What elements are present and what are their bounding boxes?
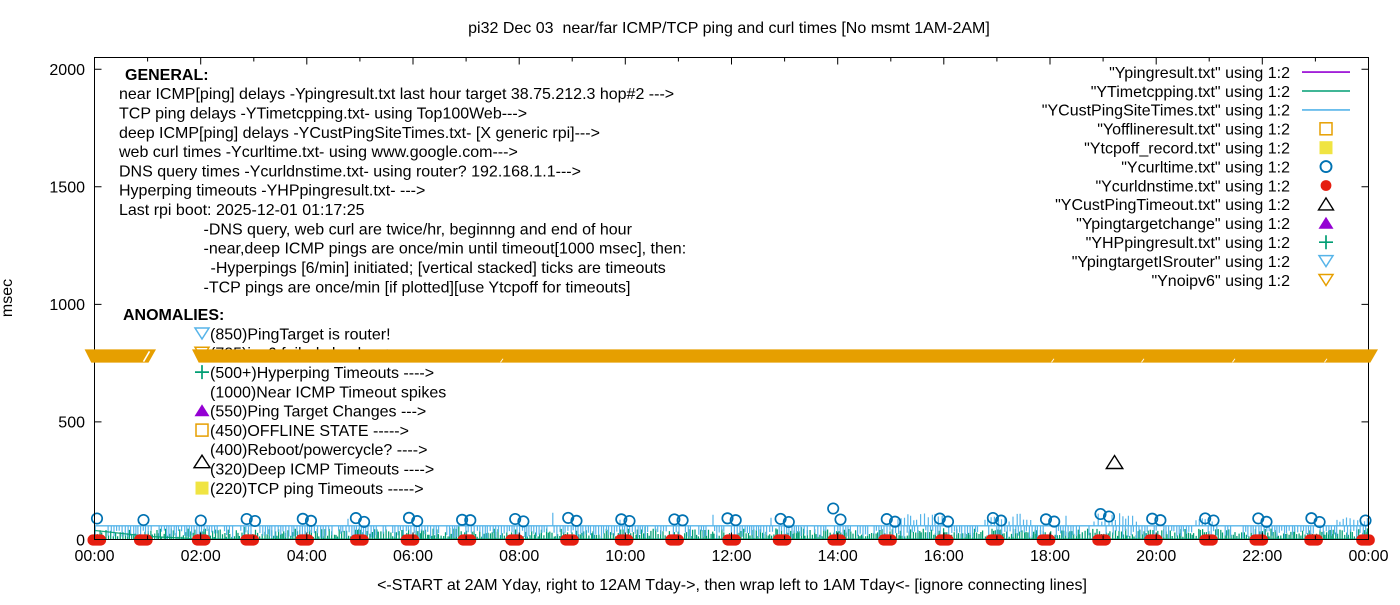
svg-text:10:00: 10:00 [605, 548, 645, 565]
svg-text:ANOMALIES:: ANOMALIES: [123, 307, 224, 324]
svg-text:"Ytcpoff_record.txt" using 1:2: "Ytcpoff_record.txt" using 1:2 [1084, 141, 1290, 158]
svg-text:"YCustPingTimeout.txt" using 1: "YCustPingTimeout.txt" using 1:2 [1055, 197, 1290, 214]
svg-text:1000: 1000 [49, 297, 85, 314]
svg-text:1500: 1500 [49, 180, 85, 197]
svg-text:2000: 2000 [49, 62, 85, 79]
svg-text:(500+)Hyperping Timeouts ---->: (500+)Hyperping Timeouts ----> [210, 365, 434, 382]
svg-text:Last rpi boot: 2025-12-01 01:1: Last rpi boot: 2025-12-01 01:17:25 [119, 202, 365, 219]
svg-text:"YpingtargetISrouter" using 1:: "YpingtargetISrouter" using 1:2 [1072, 254, 1290, 271]
svg-text:TCP ping delays -YTimetcpping.: TCP ping delays -YTimetcpping.txt- using… [119, 105, 527, 122]
svg-text:22:00: 22:00 [1242, 548, 1282, 565]
svg-text:"Ynoipv6" using 1:2: "Ynoipv6" using 1:2 [1151, 273, 1290, 290]
svg-text:GENERAL:: GENERAL: [125, 67, 209, 84]
svg-text:"Ypingresult.txt" using 1:2: "Ypingresult.txt" using 1:2 [1109, 65, 1290, 82]
svg-text:<-START at 2AM Yday, right to: <-START at 2AM Yday, right to 12AM Tday-… [377, 577, 1087, 594]
svg-text:02:00: 02:00 [181, 548, 221, 565]
svg-text:-TCP pings are once/min [if pl: -TCP pings are once/min [if plotted][use… [204, 279, 631, 296]
svg-text:04:00: 04:00 [287, 548, 327, 565]
svg-text:"Ypingtargetchange" using 1:2: "Ypingtargetchange" using 1:2 [1076, 216, 1290, 233]
svg-text:"Ycurltime.txt" using 1:2: "Ycurltime.txt" using 1:2 [1121, 159, 1290, 176]
svg-text:(220)TCP ping Timeouts ----->: (220)TCP ping Timeouts -----> [210, 481, 424, 498]
svg-text:(1000)Near ICMP Timeout spikes: (1000)Near ICMP Timeout spikes [210, 384, 446, 401]
svg-text:(550)Ping Target Changes --->: (550)Ping Target Changes ---> [210, 404, 426, 421]
svg-text:web curl times -Ycurltime.txt-: web curl times -Ycurltime.txt- using www… [118, 144, 518, 161]
svg-text:DNS query times -Ycurldnstime.: DNS query times -Ycurldnstime.txt- using… [119, 163, 581, 180]
svg-text:pi32 Dec 03 near/far ICMP/TCP: pi32 Dec 03 near/far ICMP/TCP ping and c… [468, 20, 990, 37]
svg-text:00:00: 00:00 [1348, 548, 1388, 565]
svg-text:"YTimetcpping.txt" using 1:2: "YTimetcpping.txt" using 1:2 [1091, 84, 1290, 101]
svg-text:0: 0 [76, 532, 85, 549]
svg-text:"YCustPingSiteTimes.txt" using: "YCustPingSiteTimes.txt" using 1:2 [1042, 103, 1290, 120]
svg-text:-near,deep ICMP pings are once: -near,deep ICMP pings are once/min until… [204, 241, 687, 258]
svg-text:20:00: 20:00 [1136, 548, 1176, 565]
svg-text:18:00: 18:00 [1030, 548, 1070, 565]
svg-text:near ICMP[ping] delays -Ypingr: near ICMP[ping] delays -Ypingresult.txt … [119, 86, 674, 103]
svg-text:14:00: 14:00 [818, 548, 858, 565]
svg-text:12:00: 12:00 [711, 548, 751, 565]
svg-text:(450)OFFLINE STATE ----->: (450)OFFLINE STATE -----> [210, 423, 409, 440]
svg-text:"YHPpingresult.txt" using 1:2: "YHPpingresult.txt" using 1:2 [1086, 235, 1290, 252]
svg-text:"Yofflineresult.txt" using 1:2: "Yofflineresult.txt" using 1:2 [1097, 122, 1290, 139]
svg-text:(320)Deep ICMP Timeouts ---->: (320)Deep ICMP Timeouts ----> [210, 462, 434, 479]
svg-text:(400)Reboot/powercycle? ---->: (400)Reboot/powercycle? ----> [210, 442, 427, 459]
svg-text:"Ycurldnstime.txt" using 1:2: "Ycurldnstime.txt" using 1:2 [1095, 178, 1290, 195]
svg-text:Hyperping timeouts -YHPpingres: Hyperping timeouts -YHPpingresult.txt- -… [119, 183, 425, 200]
svg-text:-DNS query, web curl are twice: -DNS query, web curl are twice/hr, begin… [204, 221, 633, 238]
svg-text:500: 500 [58, 415, 85, 432]
svg-text:deep ICMP[ping] delays -YCustP: deep ICMP[ping] delays -YCustPingSiteTim… [119, 125, 600, 142]
svg-text:16:00: 16:00 [924, 548, 964, 565]
svg-text:-Hyperpings [6/min] initiated;: -Hyperpings [6/min] initiated; [vertical… [211, 260, 666, 277]
svg-text:(850)PingTarget is router!: (850)PingTarget is router! [210, 326, 391, 343]
svg-text:06:00: 06:00 [393, 548, 433, 565]
svg-text:00:00: 00:00 [74, 548, 114, 565]
svg-text:08:00: 08:00 [499, 548, 539, 565]
svg-text:msec: msec [0, 279, 16, 317]
